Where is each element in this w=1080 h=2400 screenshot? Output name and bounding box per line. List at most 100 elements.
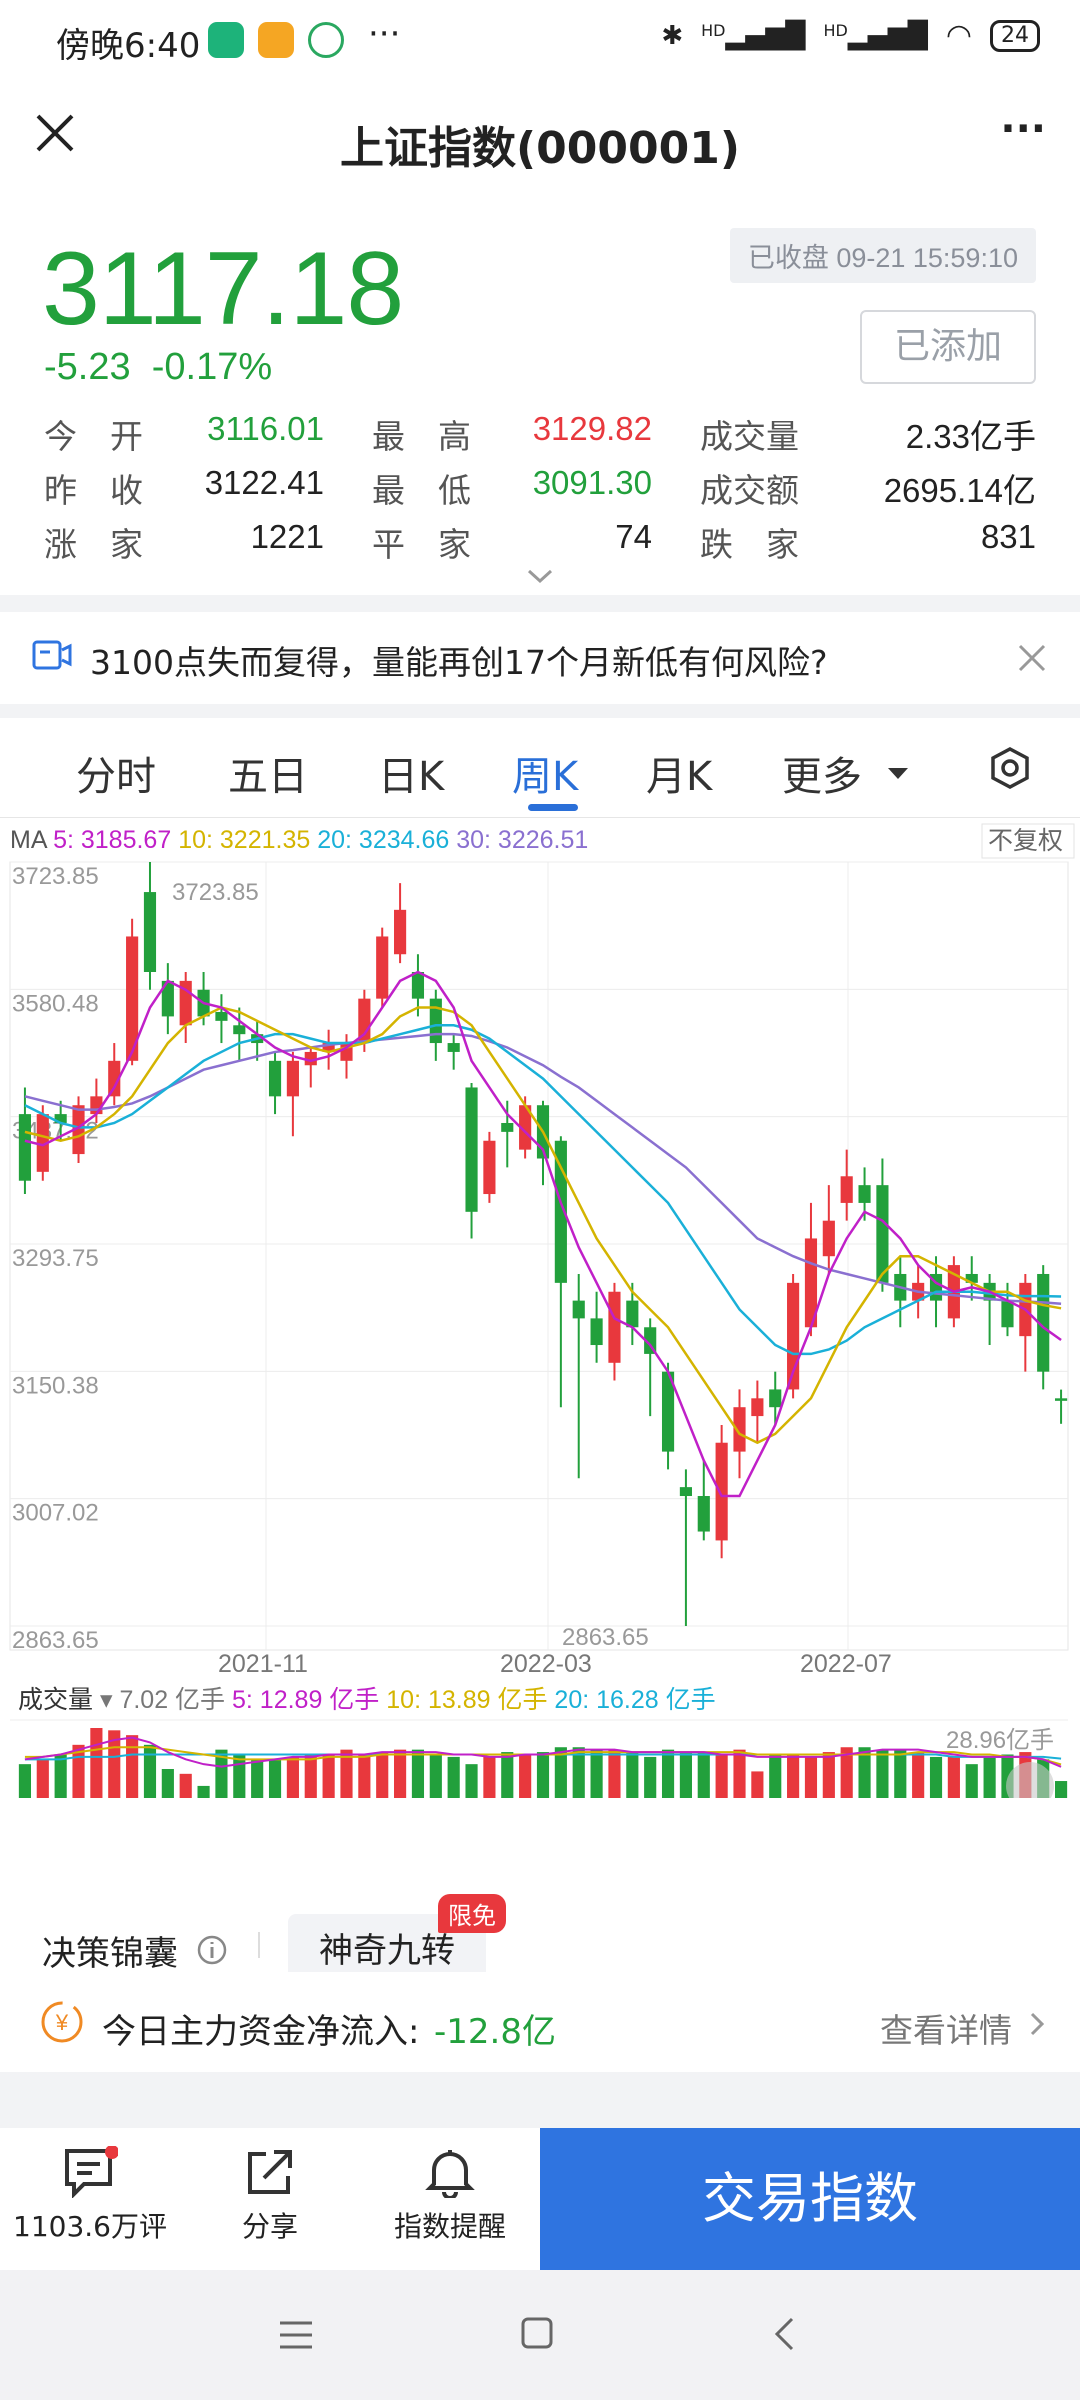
x-tick-label: 2021-11 <box>218 1650 308 1678</box>
news-headline[interactable]: 3100点失而复得，量能再创17个月新低有何风险? <box>90 643 828 682</box>
volume-bar <box>894 1749 907 1798</box>
home-icon[interactable] <box>520 2316 554 2350</box>
stat-value: 3116.01 <box>207 410 324 447</box>
volume-bar <box>358 1754 371 1798</box>
info-icon[interactable] <box>196 1934 228 1966</box>
ma20-line <box>24 1024 1062 1356</box>
candle-body <box>18 1114 32 1181</box>
view-details-link[interactable]: 查看详情 <box>880 2011 1012 2050</box>
market-closed-badge: 已收盘 09-21 15:59:10 <box>729 228 1036 283</box>
volume-bar <box>340 1749 353 1798</box>
volume-bar <box>447 1756 460 1798</box>
tab-2[interactable]: 日K <box>378 754 445 800</box>
y-tick-label: 3007.02 <box>12 1500 99 1527</box>
shield-app-icon <box>208 22 244 58</box>
volume-bar <box>733 1749 746 1798</box>
volume-bar <box>179 1773 192 1798</box>
volume-bar <box>947 1756 960 1798</box>
tab-3[interactable]: 周K <box>512 754 579 800</box>
max-price-label: 3723.85 <box>172 879 259 906</box>
y-tick-label: 2863.65 <box>12 1627 99 1654</box>
stat-0-1: 最 高 3129.82 <box>372 410 652 456</box>
tab-5[interactable]: 更多 <box>782 754 862 800</box>
candle-body <box>161 980 174 1017</box>
decision-tips-label[interactable]: 决策锦囊 <box>42 1934 178 1974</box>
fund-flow-row[interactable]: ¥ 今日主力资金净流入: -12.8亿 查看详情 <box>0 1972 1080 2072</box>
volume-bar <box>554 1747 567 1798</box>
candle-body <box>143 892 157 972</box>
status-bar: 傍晚6:40 ··· ✱ HD▂▄▆█ HD▂▄▆█ ◠ 24 <box>0 0 1080 84</box>
more-menu-icon[interactable]: ··· <box>1000 106 1046 152</box>
close-news-icon[interactable] <box>1018 644 1046 672</box>
y-tick-label: 3293.75 <box>12 1245 99 1272</box>
more-dropdown-icon[interactable] <box>888 768 908 780</box>
battery-icon: 24 <box>990 19 1040 52</box>
stat-1-0: 昨 收 3122.41 <box>44 464 324 510</box>
candle-body <box>394 909 407 955</box>
volume-bar <box>644 1756 657 1798</box>
candle-body <box>483 1140 496 1195</box>
svg-text:¥: ¥ <box>55 2010 69 2035</box>
y-tick-label: 3580.48 <box>12 990 99 1017</box>
stat-label: 今 开 <box>44 417 143 456</box>
tab-1[interactable]: 五日 <box>228 754 308 800</box>
stat-label: 最 高 <box>372 417 471 456</box>
divider <box>258 1932 260 1958</box>
min-price-label: 2863.65 <box>562 1624 649 1651</box>
comment-icon <box>65 2145 119 2199</box>
volume-bar <box>519 1754 532 1798</box>
stat-label: 成交额 <box>700 471 799 510</box>
ma10-line <box>24 1006 1062 1445</box>
fullscreen-button[interactable] <box>1006 1762 1054 1798</box>
candle-body <box>679 1487 692 1497</box>
kline-chart[interactable]: MA 5: 3185.67 10: 3221.35 20: 3234.66 30… <box>0 818 1080 1798</box>
candle-body <box>697 1496 710 1532</box>
candle-body <box>1054 1398 1068 1401</box>
menu-icon[interactable] <box>278 2320 314 2350</box>
candle-body <box>411 971 425 999</box>
candle-body <box>965 1273 978 1283</box>
stat-label: 涨 家 <box>44 525 143 564</box>
candle-body <box>804 1238 818 1328</box>
candle-body <box>358 998 371 1044</box>
system-nav-bar <box>0 2270 1080 2400</box>
quote-panel: 3117.18 -5.23 -0.17% 已收盘 09-21 15:59:10 … <box>0 200 1080 595</box>
message-app-icon <box>258 22 294 58</box>
expand-chevron-icon[interactable] <box>527 568 553 584</box>
trade-index-button[interactable]: 交易指数 <box>540 2128 1080 2270</box>
adjust-toggle[interactable]: 不复权 <box>988 827 1063 855</box>
candle-body <box>572 1300 585 1319</box>
close-icon[interactable] <box>34 112 76 154</box>
tab-4[interactable]: 月K <box>646 754 713 800</box>
added-watchlist-button[interactable]: 已添加 <box>860 310 1036 384</box>
share-button[interactable]: 分享 <box>180 2146 360 2245</box>
volume-bar <box>376 1752 389 1798</box>
settings-icon[interactable] <box>988 746 1032 790</box>
price-change: -5.23 -0.17% <box>44 346 273 388</box>
more-notifications-icon: ··· <box>368 14 401 54</box>
index-alert-button[interactable]: 指数提醒 <box>360 2146 540 2245</box>
candle-body <box>840 1176 853 1203</box>
comments-button[interactable]: 1103.6万评 <box>0 2145 180 2245</box>
volume-bar <box>268 1759 282 1798</box>
volume-bar <box>304 1754 317 1798</box>
tab-0[interactable]: 分时 <box>76 754 156 800</box>
chevron-right-icon[interactable] <box>1030 2012 1044 2036</box>
stat-2-1: 平 家 74 <box>372 518 652 564</box>
volume-bar <box>858 1747 871 1798</box>
candle-body <box>590 1318 603 1346</box>
wifi-icon: ◠ <box>945 18 972 53</box>
recycle-app-icon <box>308 22 344 58</box>
volume-bar <box>715 1754 728 1798</box>
candle-body <box>661 1371 675 1452</box>
stat-0-2: 成交量 2.33亿手 <box>700 410 1036 456</box>
back-icon[interactable] <box>772 2316 796 2352</box>
status-time: 傍晚6:40 <box>56 26 201 66</box>
y-tick-label: 3150.38 <box>12 1372 99 1399</box>
candle-body <box>1037 1273 1050 1372</box>
volume-bar <box>90 1728 103 1798</box>
candle-body <box>769 1389 782 1408</box>
news-banner[interactable]: 3100点失而复得，量能再创17个月新低有何风险? <box>0 612 1080 704</box>
volume-bar <box>751 1771 764 1798</box>
candle-body <box>644 1327 657 1354</box>
